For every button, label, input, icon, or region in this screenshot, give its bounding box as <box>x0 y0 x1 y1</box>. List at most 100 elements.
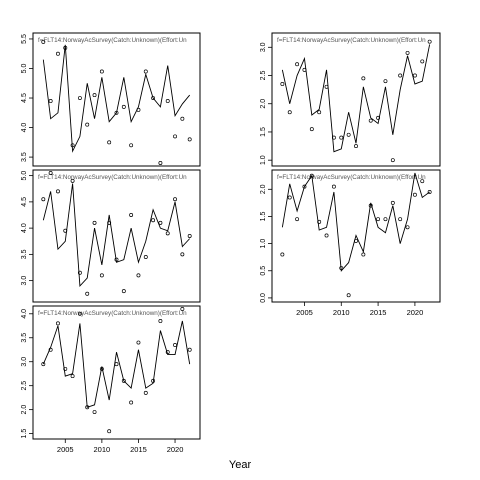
data-point <box>158 319 163 323</box>
data-point <box>136 340 141 345</box>
panel-2: 1.0 1.5 2.0 2.5 3.0 f=FLT14:NorwayAcSurvey(Ca… <box>260 32 441 167</box>
data-point <box>41 39 46 44</box>
data-point <box>48 171 53 175</box>
panel-3: 3.0 3.5 4.0 4.5 5.0 f=FLT14:NorwayAcSurvey(Ca… <box>21 169 201 303</box>
data-point <box>398 73 403 78</box>
data-point <box>280 252 285 257</box>
x-tick-label: 2010 <box>333 308 350 317</box>
data-point <box>165 350 170 355</box>
data-point <box>92 93 97 98</box>
y-tick-label: 1.5 <box>260 127 267 137</box>
data-point <box>187 137 192 142</box>
data-point <box>317 110 322 115</box>
data-point <box>107 220 112 225</box>
y-tick-label: 3.0 <box>21 276 28 286</box>
data-point <box>368 118 373 123</box>
data-point <box>136 107 141 112</box>
data-point <box>339 135 344 140</box>
data-point <box>107 140 112 145</box>
data-point <box>368 203 373 208</box>
x-tick-label: 2010 <box>94 445 111 454</box>
y-tick-label: 3.5 <box>21 152 28 162</box>
panel-title: f=FLT14:NorwayAcSurvey(Catch:Unknown)(Ef… <box>38 174 187 181</box>
data-point <box>187 347 192 352</box>
data-point <box>63 366 68 371</box>
x-tick-label: 2015 <box>370 308 387 317</box>
data-point <box>107 429 112 434</box>
panel-title: f=FLT14:NorwayAcSurvey(Catch:Unknown)(Ef… <box>277 37 426 44</box>
y-tick-label: 5.5 <box>21 34 28 44</box>
data-point <box>173 134 177 139</box>
data-point <box>70 178 75 183</box>
data-point <box>376 217 381 222</box>
panel-1: 3.5 4.0 4.5 5.0 5.5 f=FLT14:NorwayAcSurvey(Ca… <box>21 32 201 167</box>
data-point <box>354 238 358 243</box>
plot-frame <box>271 169 441 303</box>
data-point <box>339 266 344 270</box>
data-point <box>180 116 185 121</box>
x-tick-label: 2015 <box>130 445 147 454</box>
data-point <box>180 252 185 257</box>
y-tick-label: 1.5 <box>21 429 28 439</box>
data-point <box>331 135 336 140</box>
data-point <box>180 307 185 311</box>
data-point <box>129 143 134 148</box>
data-point <box>324 84 329 89</box>
data-point <box>165 99 170 103</box>
data-point <box>143 390 148 395</box>
data-point <box>56 51 60 56</box>
y-tick-label: 2.0 <box>21 405 28 415</box>
data-point <box>295 62 300 67</box>
panel-title: f=FLT14:NorwayAcSurvey(Catch:Unknown)(Ef… <box>277 174 426 181</box>
data-point <box>48 99 53 103</box>
data-point <box>412 192 417 197</box>
data-point <box>151 96 156 100</box>
data-point <box>187 234 192 238</box>
data-point <box>427 39 432 44</box>
data-point <box>56 189 60 194</box>
data-point <box>99 273 104 278</box>
panel-title: f=FLT14:NorwayAcSurvey(Catch:Unknown)(Ef… <box>38 310 187 317</box>
data-point <box>390 158 395 163</box>
data-point <box>99 69 104 74</box>
x-tick-label: 2020 <box>167 445 184 454</box>
data-point <box>77 311 82 316</box>
data-point <box>405 225 410 230</box>
data-point <box>85 291 90 296</box>
data-point <box>361 76 366 81</box>
y-tick-label: 4.0 <box>21 123 28 133</box>
data-point <box>287 195 292 200</box>
data-point <box>346 293 351 298</box>
data-point <box>136 273 141 278</box>
data-point <box>143 69 148 74</box>
data-point <box>158 161 163 165</box>
data-point <box>158 220 163 225</box>
y-tick-label: 1.0 <box>260 155 267 165</box>
data-point <box>114 362 119 367</box>
y-tick-label: 4.5 <box>21 93 28 103</box>
plot-frame <box>32 305 201 440</box>
data-point <box>287 110 292 115</box>
data-point <box>48 347 53 352</box>
data-point <box>302 67 307 72</box>
data-point <box>383 217 388 222</box>
data-point <box>354 144 358 149</box>
x-tick-label: 2005 <box>296 308 313 317</box>
series-line <box>42 183 191 287</box>
data-point <box>331 184 336 189</box>
data-point <box>280 82 285 86</box>
data-point <box>70 143 75 148</box>
data-point <box>41 362 46 367</box>
y-tick-label: 0.0 <box>260 293 267 303</box>
series-line <box>281 172 430 272</box>
y-tick-label: 2.5 <box>260 71 267 81</box>
y-tick-label: 4.0 <box>21 223 28 233</box>
panel-4: 0.0 0.5 1.0 1.5 2.0 2005 2010 2015 2020 f=FLT14:N… <box>260 169 441 317</box>
data-point <box>121 104 126 109</box>
data-point <box>56 321 60 326</box>
data-point <box>317 219 322 224</box>
series-line <box>281 44 431 153</box>
y-tick-label: 5.0 <box>21 171 28 181</box>
y-tick-label: 2.5 <box>21 381 28 391</box>
